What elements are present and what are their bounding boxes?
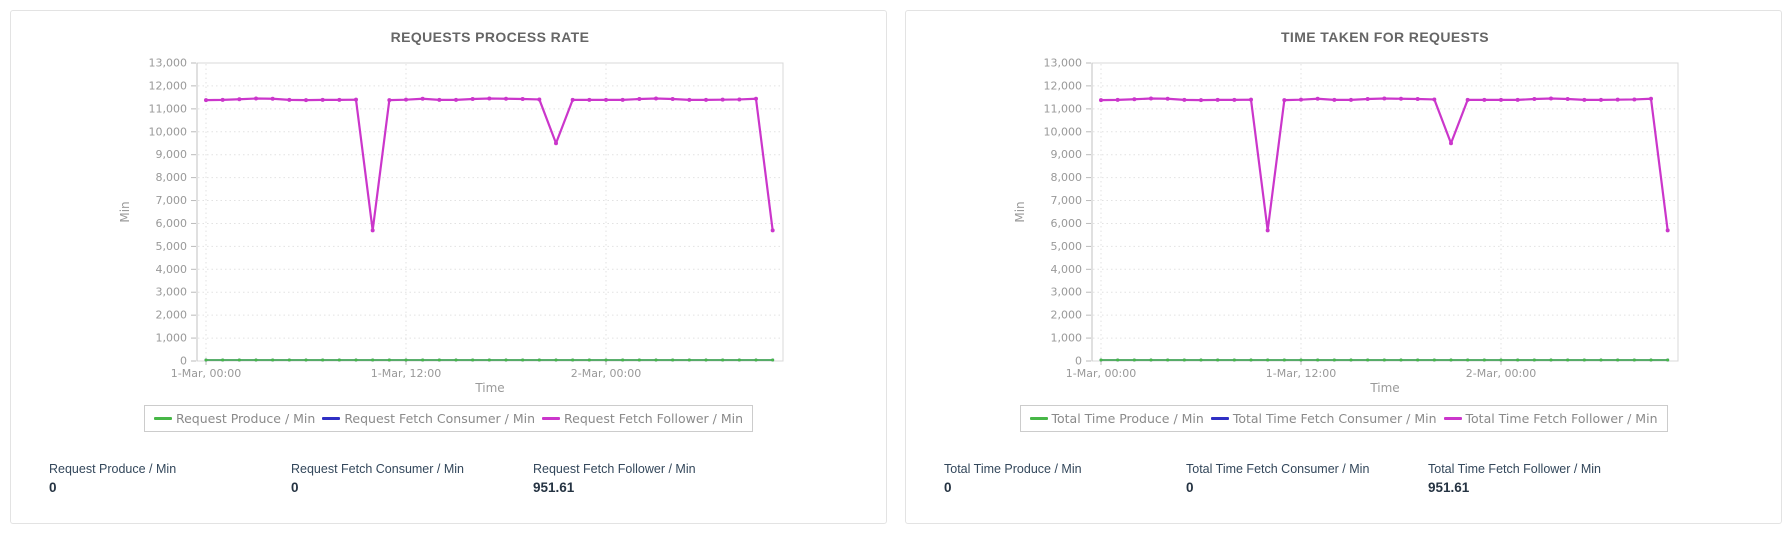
svg-text:1-Mar, 12:00: 1-Mar, 12:00	[371, 367, 441, 380]
chart-title: TIME TAKEN FOR REQUESTS	[1281, 29, 1489, 45]
svg-text:0: 0	[1075, 355, 1082, 368]
legend-item[interactable]: Total Time Fetch Consumer / Min	[1210, 411, 1437, 426]
svg-text:3,000: 3,000	[156, 286, 188, 299]
x-axis-label: Time	[1369, 381, 1399, 395]
stat-value: 0	[944, 480, 952, 495]
svg-text:6,000: 6,000	[1051, 217, 1083, 230]
svg-text:5,000: 5,000	[156, 240, 188, 253]
svg-text:1,000: 1,000	[1051, 332, 1083, 345]
legend-series-label: Request Fetch Follower / Min	[564, 411, 744, 426]
svg-text:10,000: 10,000	[149, 125, 188, 138]
svg-text:2,000: 2,000	[1051, 309, 1083, 322]
svg-text:7,000: 7,000	[1051, 194, 1083, 207]
legend-series-swatch-icon	[153, 417, 172, 420]
stat: Request Fetch Follower / Min 951.61	[533, 462, 775, 495]
legend-series-swatch-icon	[1443, 417, 1462, 420]
svg-text:8,000: 8,000	[156, 171, 188, 184]
svg-text:6,000: 6,000	[156, 217, 188, 230]
stat-label: Total Time Produce / Min	[944, 462, 1082, 476]
svg-text:9,000: 9,000	[1051, 148, 1083, 161]
svg-text:1-Mar, 00:00: 1-Mar, 00:00	[171, 367, 241, 380]
svg-text:5,000: 5,000	[1051, 240, 1083, 253]
requests-process-rate-chart: 0 1,000 2,000 3,000 4,000 5,000 6,000 7,000 8,00…	[118, 29, 784, 395]
chart-title: REQUESTS PROCESS RATE	[391, 29, 590, 45]
stat-value: 0	[1186, 480, 1194, 495]
plot-area: 0 1,000 2,000 3,000 4,000 5,000 6,000 7,000 8,00…	[149, 57, 784, 380]
stat-label: Total Time Fetch Consumer / Min	[1186, 462, 1370, 476]
stat-value: 0	[49, 480, 57, 495]
legend-item[interactable]: Total Time Fetch Follower / Min	[1443, 411, 1658, 426]
svg-text:4,000: 4,000	[156, 263, 188, 276]
legend-series-swatch-icon	[1029, 417, 1048, 420]
legend-series-label: Total Time Produce / Min	[1051, 411, 1204, 426]
legend-series-label: Request Produce / Min	[175, 411, 316, 426]
svg-text:12,000: 12,000	[1044, 79, 1083, 92]
stat: Request Produce / Min 0	[49, 462, 291, 495]
plot-area: 0 1,000 2,000 3,000 4,000 5,000 6,000 7,000 8,00…	[1044, 57, 1679, 380]
stat: Total Time Produce / Min 0	[944, 462, 1186, 495]
chart-legend: Total Time Produce / Min Total Time Fetch…	[1019, 405, 1668, 432]
legend-series-swatch-icon	[1210, 417, 1229, 420]
svg-text:12,000: 12,000	[149, 79, 188, 92]
svg-text:13,000: 13,000	[1044, 57, 1083, 70]
legend-series-swatch-icon	[322, 417, 341, 420]
stat-value: 951.61	[1428, 480, 1470, 495]
chart-legend: Request Produce / Min Request Fetch Consu…	[143, 405, 754, 432]
time-taken-for-requests-chart: 0 1,000 2,000 3,000 4,000 5,000 6,000 7,000 8,00…	[1013, 29, 1679, 395]
svg-text:4,000: 4,000	[1051, 263, 1083, 276]
y-axis-label: Min	[118, 201, 132, 222]
legend-series-swatch-icon	[542, 417, 561, 420]
stat-label: Request Produce / Min	[49, 462, 177, 476]
x-axis-label: Time	[474, 381, 504, 395]
svg-text:8,000: 8,000	[1051, 171, 1083, 184]
legend-series-label: Total Time Fetch Follower / Min	[1465, 411, 1658, 426]
stat-label: Request Fetch Consumer / Min	[291, 462, 464, 476]
legend-row: Total Time Produce / Min Total Time Fetch…	[906, 405, 1781, 432]
svg-text:11,000: 11,000	[1044, 102, 1083, 115]
legend-item[interactable]: Request Produce / Min	[153, 411, 316, 426]
stat-value: 0	[291, 480, 299, 495]
svg-text:9,000: 9,000	[156, 148, 188, 161]
legend-item[interactable]: Total Time Produce / Min	[1029, 411, 1204, 426]
stats-row: Request Produce / Min 0 Request Fetch Cons…	[11, 432, 886, 495]
stat-label: Total Time Fetch Follower / Min	[1428, 462, 1601, 476]
legend-row: Request Produce / Min Request Fetch Consu…	[11, 405, 886, 432]
stat-value: 951.61	[533, 480, 575, 495]
svg-text:7,000: 7,000	[156, 194, 188, 207]
legend-item[interactable]: Request Fetch Follower / Min	[542, 411, 743, 426]
stat: Total Time Fetch Consumer / Min 0	[1186, 462, 1428, 495]
stats-row: Total Time Produce / Min 0 Total Time Fetc…	[906, 432, 1781, 495]
svg-text:1-Mar, 12:00: 1-Mar, 12:00	[1266, 367, 1336, 380]
legend-series-label: Total Time Fetch Consumer / Min	[1232, 411, 1437, 426]
panel-requests-process-rate: 0 1,000 2,000 3,000 4,000 5,000 6,000 7,000 8,00…	[10, 10, 887, 524]
svg-text:13,000: 13,000	[149, 57, 188, 70]
stat-label: Request Fetch Follower / Min	[533, 462, 696, 476]
panel-time-taken-for-requests: 0 1,000 2,000 3,000 4,000 5,000 6,000 7,000 8,00…	[905, 10, 1782, 524]
svg-text:0: 0	[180, 355, 187, 368]
svg-text:3,000: 3,000	[1051, 286, 1083, 299]
svg-text:10,000: 10,000	[1044, 125, 1083, 138]
svg-text:1-Mar, 00:00: 1-Mar, 00:00	[1066, 367, 1136, 380]
stat: Request Fetch Consumer / Min 0	[291, 462, 533, 495]
svg-text:2,000: 2,000	[156, 309, 188, 322]
svg-text:11,000: 11,000	[149, 102, 188, 115]
stat: Total Time Fetch Follower / Min 951.61	[1428, 462, 1670, 495]
svg-text:2-Mar, 00:00: 2-Mar, 00:00	[1466, 367, 1536, 380]
legend-series-label: Request Fetch Consumer / Min	[344, 411, 536, 426]
y-axis-label: Min	[1013, 201, 1027, 222]
legend-item[interactable]: Request Fetch Consumer / Min	[322, 411, 535, 426]
svg-text:2-Mar, 00:00: 2-Mar, 00:00	[571, 367, 641, 380]
svg-text:1,000: 1,000	[156, 332, 188, 345]
